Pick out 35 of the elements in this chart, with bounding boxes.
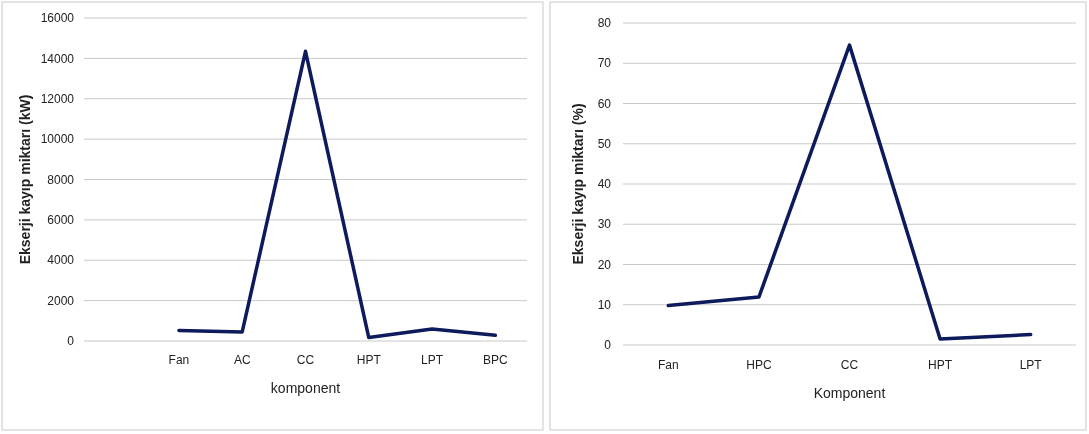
x-tick-label: Fan	[657, 358, 679, 372]
y-axis-title: Ekserji kayıp miktarı (%)	[570, 103, 586, 265]
y-tick-label: 70	[597, 56, 612, 71]
x-tick-label: HPT	[928, 358, 953, 372]
y-tick-label: 8000	[47, 172, 75, 187]
x-tick-label: BPC	[483, 353, 509, 367]
y-tick-label: 10000	[40, 132, 75, 147]
y-tick-label: 16000	[40, 11, 75, 26]
y-tick-label: 30	[597, 217, 612, 232]
y-tick-label: 12000	[40, 91, 75, 106]
y-tick-label: 20	[597, 257, 612, 272]
x-axis-title: komponent	[270, 380, 341, 396]
y-tick-label: 10	[597, 297, 612, 312]
y-tick-label: 6000	[47, 213, 75, 228]
x-tick-label: CC	[296, 353, 315, 367]
y-tick-label: 60	[597, 96, 612, 111]
y-tick-label: 80	[597, 16, 612, 31]
x-tick-label: HPT	[356, 353, 382, 367]
x-tick-label: AC	[233, 353, 251, 367]
x-tick-label: CC	[840, 358, 859, 372]
line-series	[177, 49, 498, 340]
y-tick-label: 0	[67, 334, 75, 349]
y-tick-label: 40	[597, 177, 612, 192]
y-tick-label: 50	[597, 136, 612, 151]
x-tick-label: HPC	[746, 358, 772, 372]
x-axis-title: Komponent	[813, 385, 886, 401]
y-axis-title: Ekserji kayıp miktarı (kW)	[17, 94, 33, 265]
y-tick-label: 2000	[47, 293, 75, 308]
y-tick-label: 14000	[40, 51, 75, 66]
x-tick-label: LPT	[421, 353, 444, 367]
line-series	[666, 43, 1033, 341]
x-tick-label: Fan	[168, 353, 190, 367]
y-tick-label: 4000	[47, 253, 75, 268]
y-tick-label: 0	[604, 338, 612, 353]
x-tick-label: LPT	[1019, 358, 1043, 372]
